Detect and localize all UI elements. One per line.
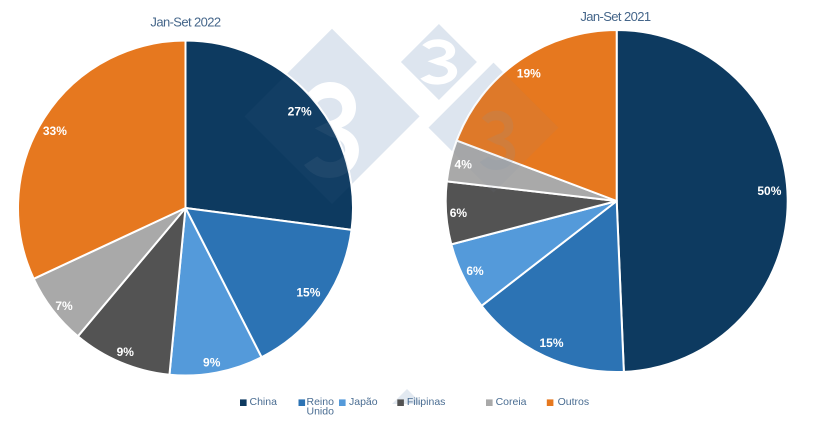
svg-text:4%: 4% — [455, 158, 473, 172]
svg-text:Jan-Set 2022: Jan-Set 2022 — [150, 15, 221, 30]
svg-text:9%: 9% — [117, 345, 135, 359]
svg-text:50%: 50% — [757, 184, 781, 198]
svg-text:Filipinas: Filipinas — [407, 396, 446, 408]
svg-text:Coreia: Coreia — [496, 396, 527, 408]
svg-text:Unido: Unido — [307, 406, 335, 418]
svg-text:Outros: Outros — [558, 396, 590, 408]
svg-text:15%: 15% — [296, 285, 320, 299]
svg-text:Reino: Reino — [307, 396, 335, 408]
svg-text:6%: 6% — [450, 206, 468, 220]
svg-text:9%: 9% — [203, 355, 221, 369]
svg-text:China: China — [250, 396, 278, 408]
svg-text:15%: 15% — [539, 336, 563, 350]
svg-text:33%: 33% — [43, 124, 67, 138]
svg-text:Japão: Japão — [349, 396, 378, 408]
svg-text:Jan-Set 2021: Jan-Set 2021 — [580, 9, 651, 24]
svg-text:6%: 6% — [466, 264, 484, 278]
svg-text:19%: 19% — [517, 67, 541, 81]
svg-text:27%: 27% — [288, 105, 312, 119]
svg-text:7%: 7% — [55, 299, 73, 313]
